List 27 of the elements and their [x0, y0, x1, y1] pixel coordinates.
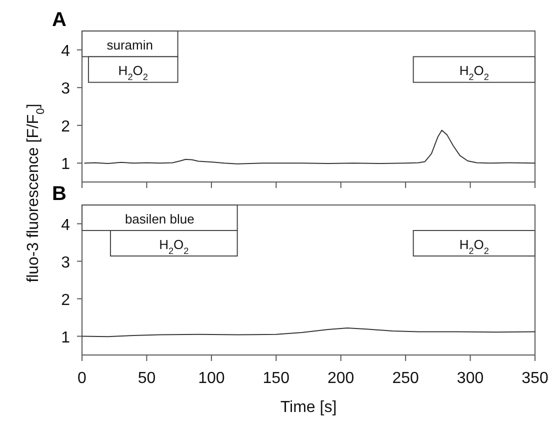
band-label: suramin: [106, 37, 154, 52]
band-label: H$_{2}$O$_{2}$: [118, 63, 148, 82]
chart-title: A: [52, 9, 66, 31]
x-tick-label: 50: [138, 370, 156, 387]
y-tick-label: 1: [61, 156, 70, 174]
band-label: H$_{2}$O$_{2}$: [159, 236, 189, 256]
chart-title: B: [52, 183, 66, 205]
x-tick-label: 250: [392, 370, 420, 387]
y-tick-label: 3: [61, 254, 70, 272]
x-tick-label: 200: [328, 370, 354, 387]
band-label: basilen blue: [124, 211, 194, 226]
x-axis-title: Time [s]: [280, 399, 337, 416]
line-series: [82, 328, 536, 338]
x-tick-label: 100: [198, 370, 225, 387]
band-label: H$_{2}$O$_{2}$: [459, 236, 489, 256]
y-tick-label: 4: [61, 216, 70, 234]
x-tick-label: 350: [522, 370, 548, 387]
x-tick-label: 0: [78, 370, 87, 387]
x-tick-label: 150: [262, 370, 290, 387]
line-series: [84, 130, 536, 164]
y-tick-label: 2: [61, 292, 70, 309]
x-tick-label: 300: [456, 370, 484, 387]
y-tick-label: 1: [61, 329, 70, 346]
band-label: H$_{2}$O$_{2}$: [459, 63, 489, 82]
y-tick-label: 3: [61, 80, 70, 98]
y-tick-label: 2: [61, 118, 70, 136]
y-tick-label: 4: [61, 42, 70, 60]
